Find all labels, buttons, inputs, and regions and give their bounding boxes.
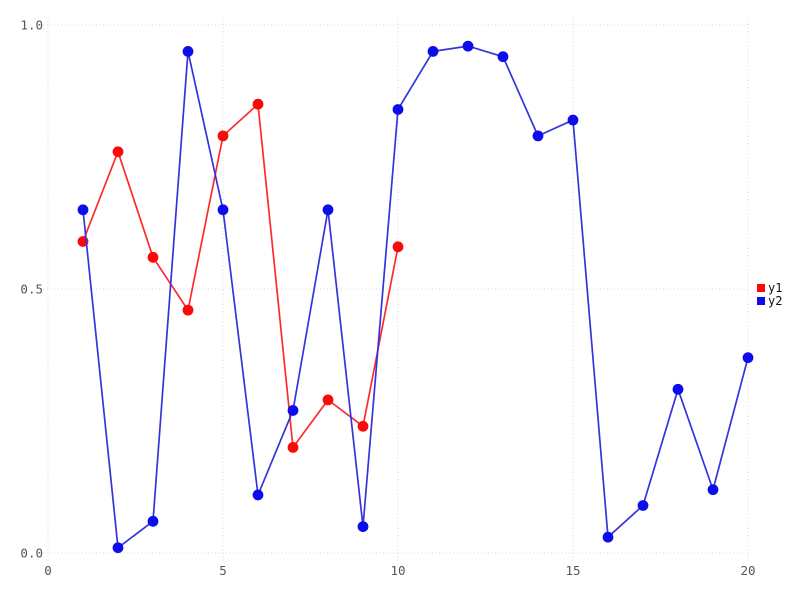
legend-item-y2: y2 xyxy=(757,295,782,307)
data-point-y1 xyxy=(392,241,404,253)
data-point-y2 xyxy=(637,500,649,511)
data-point-y2 xyxy=(217,204,229,216)
legend-label-y1: y1 xyxy=(768,281,783,295)
data-point-y1 xyxy=(217,130,229,142)
y-tick-label: 0.0 xyxy=(20,546,43,561)
data-point-y1 xyxy=(322,394,334,406)
legend-swatch-y1 xyxy=(757,284,765,292)
data-point-y2 xyxy=(672,383,684,395)
data-point-y1 xyxy=(287,442,299,453)
data-point-y2 xyxy=(252,489,264,501)
data-point-y2 xyxy=(567,114,579,126)
x-tick-label: 15 xyxy=(565,563,580,578)
legend-item-y1: y1 xyxy=(757,282,782,294)
data-point-y2 xyxy=(602,531,614,543)
data-point-y2 xyxy=(112,542,124,554)
data-point-y1 xyxy=(252,98,264,110)
data-point-y2 xyxy=(392,104,404,115)
data-point-y2 xyxy=(182,46,194,57)
data-point-y1 xyxy=(147,251,159,263)
y-tick-label: 1.0 xyxy=(20,18,43,33)
legend-label-y2: y2 xyxy=(768,294,783,308)
y-tick-label: 0.5 xyxy=(20,282,43,297)
legend-swatch-y2 xyxy=(757,297,765,305)
data-point-y2 xyxy=(497,51,509,63)
data-point-y2 xyxy=(532,130,544,142)
x-tick-label: 10 xyxy=(390,563,405,578)
x-tick-label: 5 xyxy=(219,563,227,578)
data-point-y2 xyxy=(287,405,299,416)
data-point-y2 xyxy=(147,515,159,527)
data-point-y2 xyxy=(322,204,334,216)
data-point-y2 xyxy=(357,521,369,532)
data-point-y2 xyxy=(462,40,474,52)
series-line-y1 xyxy=(82,103,399,449)
data-point-y1 xyxy=(182,304,194,316)
data-point-y2 xyxy=(427,46,439,57)
x-tick-label: 0 xyxy=(44,563,52,578)
data-point-y2 xyxy=(707,484,719,496)
chart-legend: y1 y2 xyxy=(757,282,782,307)
data-point-y2 xyxy=(742,352,754,364)
data-point-y1 xyxy=(112,146,124,158)
series-line-y2 xyxy=(82,45,749,549)
data-point-y1 xyxy=(357,420,369,432)
x-tick-label: 20 xyxy=(740,563,755,578)
data-point-y2 xyxy=(77,204,89,216)
